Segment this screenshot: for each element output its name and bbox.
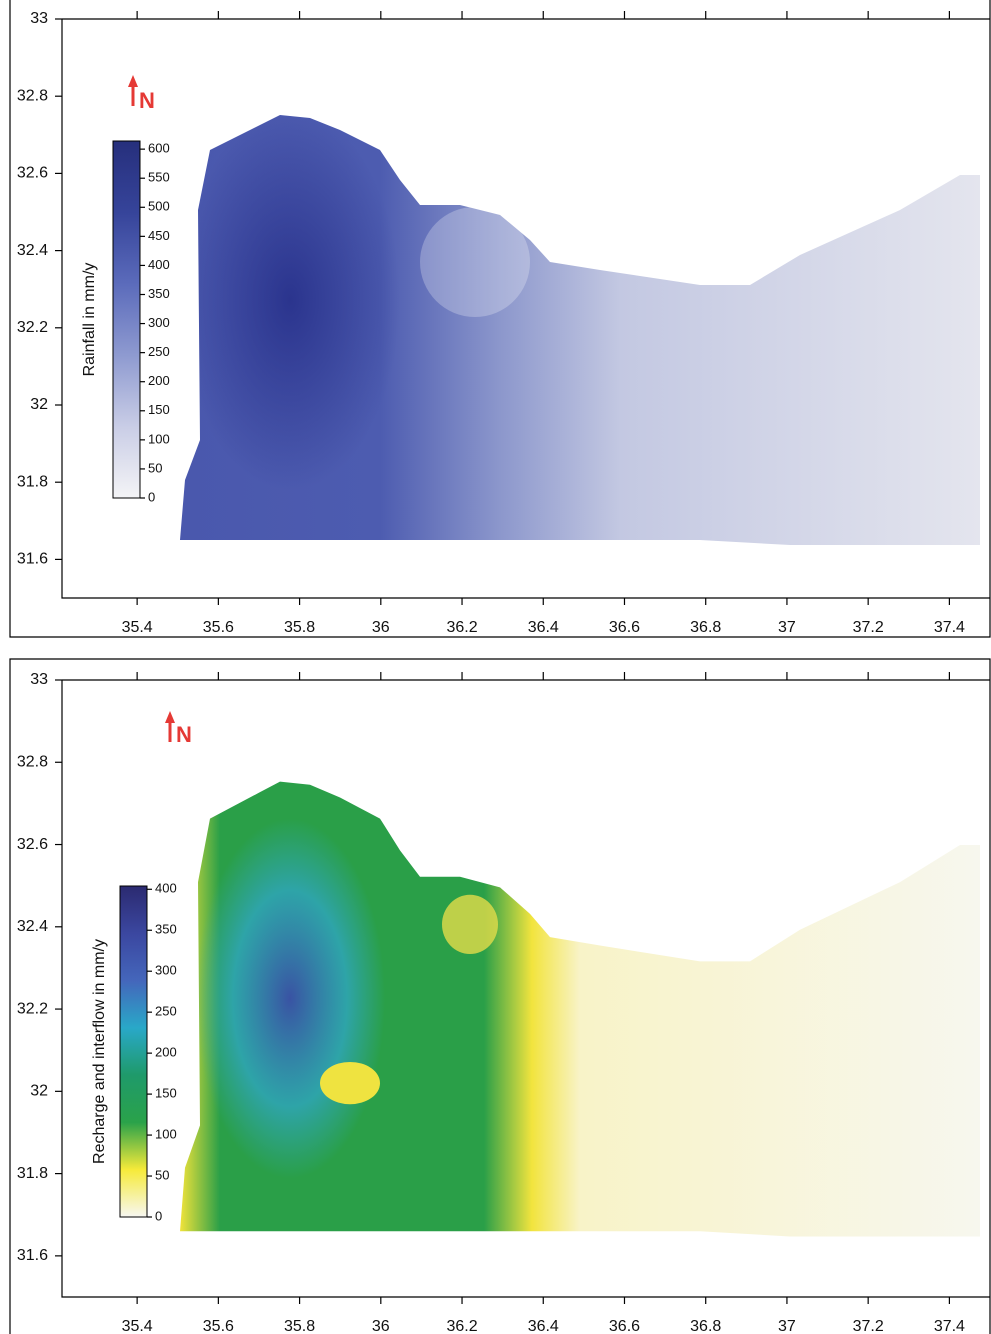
y-tick-label: 32 — [30, 1083, 48, 1100]
y-tick-label: 31.6 — [17, 1247, 48, 1264]
colorbar-tick-label: 200 — [155, 1045, 177, 1060]
x-tick-label: 35.8 — [284, 1318, 315, 1334]
x-tick-label: 37.2 — [853, 1318, 884, 1334]
colorbar-tick-label: 550 — [148, 170, 170, 185]
colorbar-tick-label: 150 — [155, 1086, 177, 1101]
north-label: N — [176, 722, 192, 747]
x-tick-label: 36.4 — [528, 619, 559, 636]
y-tick-label: 32.4 — [17, 242, 48, 259]
x-tick-label: 35.6 — [203, 1318, 234, 1334]
x-tick-label: 36.8 — [690, 1318, 721, 1334]
colorbar-tick-label: 0 — [148, 489, 155, 504]
colorbar — [119, 885, 148, 1218]
y-tick-label: 32.2 — [17, 319, 48, 336]
x-tick-label: 36.8 — [690, 619, 721, 636]
x-tick-label: 37.4 — [934, 1318, 965, 1334]
colorbar-tick-label: 250 — [148, 344, 170, 359]
y-tick-label: 32.8 — [17, 87, 48, 104]
panel-frame — [9, 658, 991, 1334]
colorbar-label: Recharge and interflow in mm/y — [91, 939, 108, 1164]
x-tick-label: 36 — [372, 619, 390, 636]
recharge-map — [180, 781, 980, 1237]
y-tick-label: 33 — [30, 671, 48, 688]
x-tick-label: 37.4 — [934, 619, 965, 636]
colorbar-tick-label: 350 — [155, 922, 177, 937]
colorbar-tick-label: 450 — [148, 228, 170, 243]
north-arrow — [168, 722, 172, 742]
axes-frame — [61, 679, 990, 1298]
y-tick-label: 32.4 — [17, 918, 48, 935]
colorbar-tick-label: 100 — [148, 431, 170, 446]
y-tick-label: 31.8 — [17, 1165, 48, 1182]
north-arrow — [131, 86, 135, 106]
colorbar-tick-label: 200 — [148, 373, 170, 388]
y-tick-label: 32.6 — [17, 836, 48, 853]
colorbar-tick-label: 300 — [155, 963, 177, 978]
colorbar-tick-label: 250 — [155, 1004, 177, 1019]
colorbar-tick-label: 150 — [148, 402, 170, 417]
x-tick-label: 37 — [778, 1318, 796, 1334]
x-tick-label: 37 — [778, 619, 796, 636]
rainfall-map — [180, 115, 980, 545]
x-tick-label: 35.4 — [122, 1318, 153, 1334]
north-label: N — [139, 88, 155, 113]
x-tick-label: 36.2 — [446, 619, 477, 636]
y-tick-label: 31.8 — [17, 473, 48, 490]
y-tick-label: 32.6 — [17, 165, 48, 182]
colorbar — [112, 140, 141, 499]
x-tick-label: 37.2 — [853, 619, 884, 636]
colorbar-tick-label: 400 — [148, 257, 170, 272]
colorbar-label: Rainfall in mm/y — [81, 263, 98, 377]
colorbar-tick-label: 50 — [155, 1167, 169, 1182]
y-tick-label: 33 — [30, 10, 48, 27]
x-tick-label: 36.4 — [528, 1318, 559, 1334]
x-tick-label: 36 — [372, 1318, 390, 1334]
x-tick-label: 35.8 — [284, 619, 315, 636]
y-tick-label: 31.6 — [17, 551, 48, 568]
north-arrow — [165, 711, 175, 723]
colorbar-tick-label: 350 — [148, 286, 170, 301]
axes-frame — [61, 18, 990, 599]
x-tick-label: 36.2 — [446, 1318, 477, 1334]
x-tick-label: 35.4 — [122, 619, 153, 636]
y-tick-label: 32.2 — [17, 1000, 48, 1017]
colorbar-tick-label: 50 — [148, 460, 162, 475]
north-arrow — [128, 75, 138, 87]
x-tick-label: 36.6 — [609, 619, 640, 636]
colorbar-tick-label: 100 — [155, 1127, 177, 1142]
x-tick-label: 36.6 — [609, 1318, 640, 1334]
colorbar-tick-label: 0 — [155, 1208, 162, 1223]
colorbar-tick-label: 400 — [155, 881, 177, 896]
colorbar-tick-label: 600 — [148, 141, 170, 156]
panel-frame — [9, 0, 991, 638]
colorbar-tick-label: 300 — [148, 315, 170, 330]
y-tick-label: 32.8 — [17, 753, 48, 770]
x-tick-label: 35.6 — [203, 619, 234, 636]
y-tick-label: 32 — [30, 396, 48, 413]
colorbar-tick-label: 500 — [148, 199, 170, 214]
